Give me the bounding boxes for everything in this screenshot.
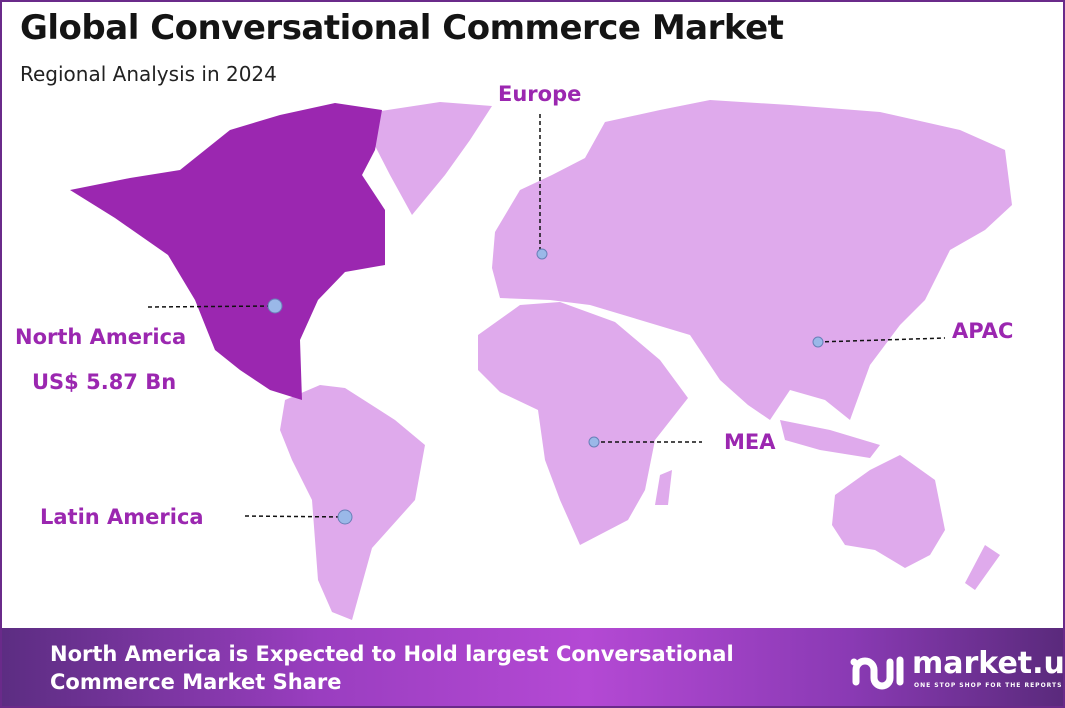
madagascar bbox=[655, 470, 672, 505]
logo-name: market.us bbox=[912, 646, 1065, 681]
label-north-america: North America bbox=[15, 325, 187, 349]
marker-europe[interactable] bbox=[536, 248, 548, 260]
logo-tagline: ONE STOP SHOP FOR THE REPORTS bbox=[914, 682, 1063, 689]
leader-apac bbox=[817, 337, 946, 343]
logo-icon bbox=[850, 656, 904, 690]
label-latin-america: Latin America bbox=[40, 505, 204, 529]
uk bbox=[498, 232, 520, 268]
south-america bbox=[280, 385, 425, 620]
indonesia bbox=[780, 420, 880, 458]
new-zealand bbox=[965, 545, 1000, 590]
marker-mea[interactable] bbox=[588, 436, 600, 448]
value-north-america: US$ 5.87 Bn bbox=[32, 370, 177, 394]
north-america bbox=[70, 103, 385, 400]
label-mea: MEA bbox=[724, 430, 776, 454]
japan bbox=[900, 255, 930, 300]
footer-banner: North America is Expected to Hold larges… bbox=[2, 628, 1065, 706]
page-subtitle: Regional Analysis in 2024 bbox=[20, 62, 277, 86]
australia bbox=[832, 455, 945, 568]
africa bbox=[478, 302, 688, 545]
marker-apac[interactable] bbox=[812, 336, 824, 348]
marker-north-america[interactable] bbox=[267, 298, 283, 314]
footer-text: North America is Expected to Hold larges… bbox=[50, 642, 734, 694]
leader-north-america bbox=[147, 305, 276, 308]
market-us-logo: market.us ONE STOP SHOP FOR THE REPORTS bbox=[850, 646, 1065, 694]
marker-latin-america[interactable] bbox=[337, 509, 353, 525]
label-apac: APAC bbox=[952, 319, 1014, 343]
page-title: Global Conversational Commerce Market bbox=[20, 8, 784, 48]
label-europe: Europe bbox=[498, 82, 582, 106]
greenland bbox=[355, 102, 492, 215]
leader-latin-america bbox=[244, 515, 346, 518]
